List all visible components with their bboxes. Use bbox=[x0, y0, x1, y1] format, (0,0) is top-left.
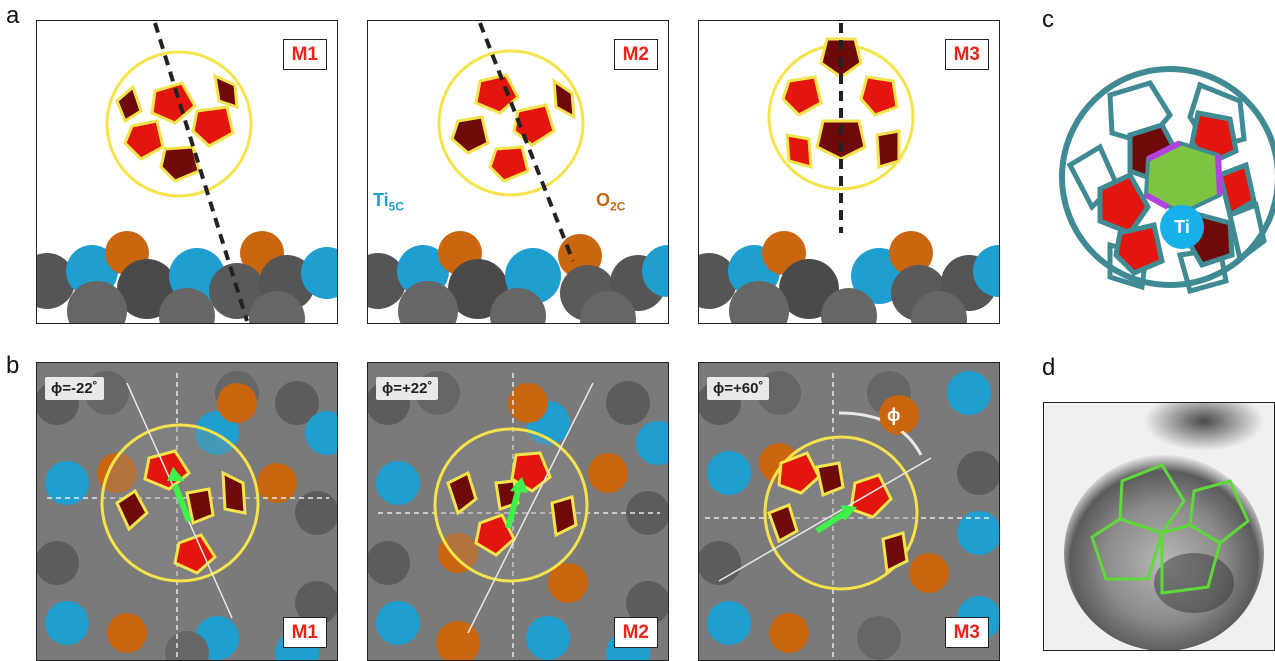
surface-row bbox=[699, 231, 999, 323]
stm-image-graphic bbox=[1044, 403, 1274, 650]
pentagon-overlay bbox=[1090, 463, 1250, 595]
surface-lattice bbox=[37, 371, 337, 660]
rotation-axis bbox=[478, 22, 575, 262]
top-view-m1-graphic bbox=[37, 371, 337, 660]
o2c-label: O2C bbox=[596, 190, 625, 214]
model-badge-m2: M2 bbox=[613, 39, 658, 70]
angle-label-m1: ϕ=-22˚ bbox=[45, 377, 104, 400]
cage-ti-graphic bbox=[1059, 66, 1275, 295]
orientation-line bbox=[467, 382, 594, 634]
model-badge-m3: M3 bbox=[944, 39, 989, 70]
panel-letter-d: d bbox=[1042, 354, 1056, 381]
side-view-m2-graphic bbox=[368, 22, 668, 323]
panel-letter-c: c bbox=[1042, 6, 1054, 33]
ti-atom-badge: Ti bbox=[1160, 205, 1204, 249]
bond-highlight bbox=[1146, 140, 1182, 162]
surface-row bbox=[37, 231, 337, 323]
ti5c-label: Ti5C bbox=[373, 190, 404, 214]
top-view-m1: ϕ=-22˚ M1 bbox=[36, 362, 338, 661]
panel-letter-b: b bbox=[6, 352, 20, 379]
phi-symbol: ϕ bbox=[887, 405, 901, 425]
model-badge-b-m1: M1 bbox=[282, 617, 327, 648]
rotation-axis bbox=[153, 22, 249, 322]
ti5c-label-sub: 5C bbox=[388, 199, 405, 214]
bond-highlight bbox=[1144, 192, 1170, 210]
angle-label-m2: ϕ=+22˚ bbox=[376, 377, 439, 400]
angle-label-m3: ϕ=+60˚ bbox=[707, 377, 770, 400]
bond-highlight bbox=[1215, 154, 1223, 196]
model-badge-b-m2: M2 bbox=[613, 617, 658, 648]
cage-ti-panel: Ti bbox=[1050, 55, 1275, 300]
fullerene-cage bbox=[437, 49, 585, 197]
top-view-m2: ϕ=+22˚ M2 bbox=[367, 362, 669, 661]
model-badge-b-m3: M3 bbox=[944, 617, 989, 648]
fullerene-cage bbox=[105, 50, 253, 198]
direction-arrow bbox=[172, 483, 192, 523]
panel-letter-a: a bbox=[6, 2, 20, 29]
stm-image-panel bbox=[1043, 402, 1275, 651]
surface-lattice bbox=[699, 371, 999, 660]
side-view-m3-graphic bbox=[699, 23, 999, 323]
model-badge-m1: M1 bbox=[282, 39, 327, 70]
surface-row bbox=[368, 231, 668, 323]
side-view-m1-graphic bbox=[37, 22, 337, 323]
ti5c-label-main: Ti bbox=[373, 190, 389, 210]
side-view-m2: M2 bbox=[367, 20, 669, 324]
fullerene-cage bbox=[433, 427, 589, 583]
orientation-line bbox=[718, 457, 932, 582]
top-view-m3-graphic bbox=[699, 371, 999, 660]
top-view-m3: ϕ=+60˚ ϕ M3 bbox=[698, 362, 1000, 661]
direction-arrow bbox=[505, 490, 521, 529]
direction-arrow bbox=[815, 510, 847, 534]
o2c-label-sub: 2C bbox=[610, 199, 626, 214]
o2c-label-main: O bbox=[596, 190, 611, 210]
side-view-m1: M1 bbox=[36, 20, 338, 324]
side-view-m3: M3 bbox=[698, 20, 1000, 324]
